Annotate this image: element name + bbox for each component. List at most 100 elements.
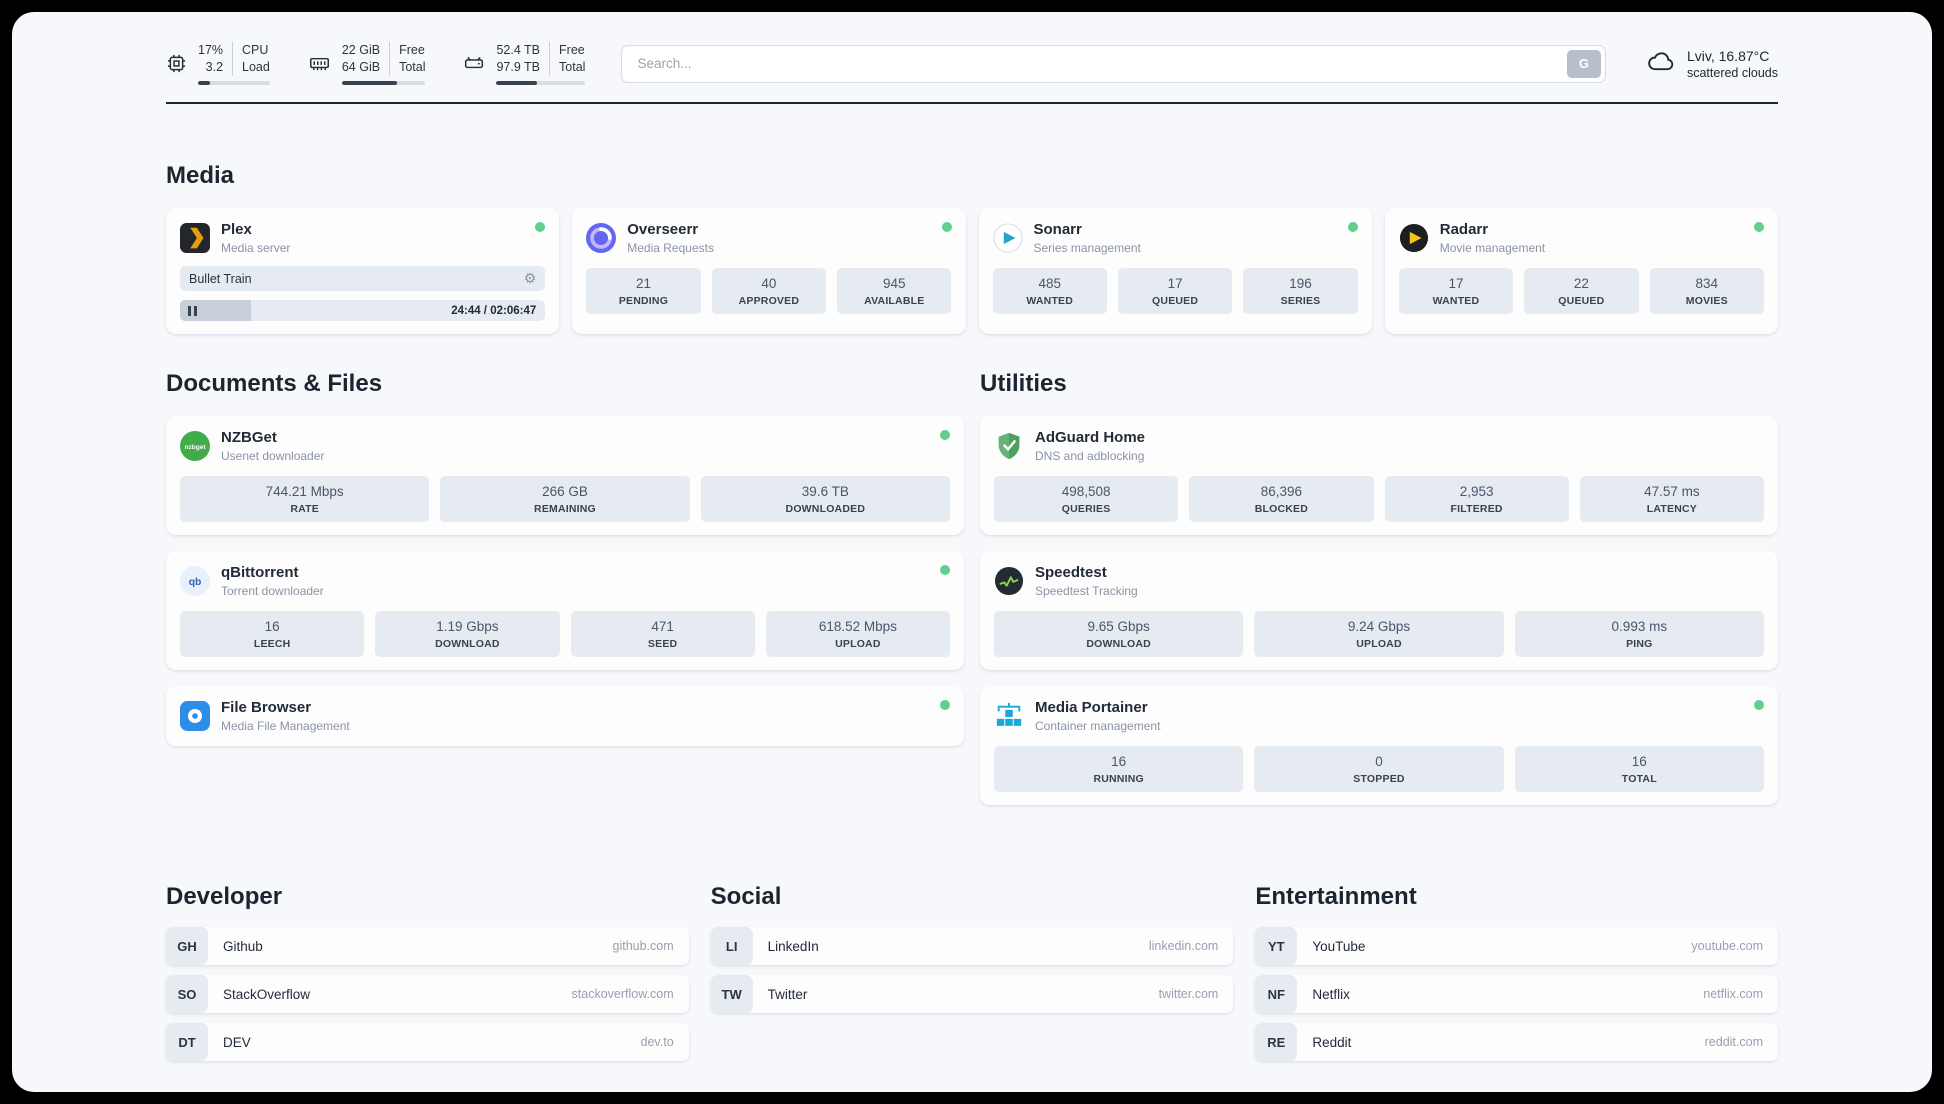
link-abbr-badge: NF	[1255, 975, 1298, 1013]
stat-stopped: 0 STOPPED	[1254, 746, 1504, 792]
memory-icon	[308, 53, 331, 74]
app-card-nzbget[interactable]: nzbget NZBGet Usenet downloader 744.21 M…	[166, 416, 964, 535]
now-playing-title: Bullet Train	[189, 271, 252, 286]
link-name: Netflix	[1312, 986, 1350, 1002]
app-subtitle: DNS and adblocking	[1035, 449, 1145, 463]
link-reddit[interactable]: RE Reddit reddit.com	[1255, 1023, 1778, 1061]
gear-icon[interactable]: ⚙	[523, 270, 537, 286]
app-name: File Browser	[221, 699, 312, 716]
link-abbr-badge: GH	[166, 927, 208, 965]
weather-condition: scattered clouds	[1686, 65, 1778, 80]
media-grid: Plex Media server Bullet Train ⚙ 24:44 /…	[166, 208, 1778, 334]
playback-progress-bar[interactable]: 24:44 / 02:06:47	[180, 300, 546, 321]
status-indicator	[940, 565, 950, 575]
overseerr-icon	[586, 223, 617, 253]
utilities-column: Utilities AdGuard Home DNS and adblockin…	[980, 370, 1778, 805]
link-github[interactable]: GH Github github.com	[166, 927, 689, 965]
stat-available: 945 AVAILABLE	[837, 268, 952, 314]
disk-widget: 52.4 TB 97.9 TB Free Total	[463, 42, 586, 85]
link-abbr-badge: RE	[1255, 1023, 1298, 1061]
cpu-widget: 17% 3.2 CPU Load	[166, 42, 270, 85]
app-name: Sonarr	[1033, 221, 1082, 238]
link-url: youtube.com	[1691, 939, 1763, 953]
link-netflix[interactable]: NF Netflix netflix.com	[1255, 975, 1778, 1013]
link-name: DEV	[223, 1034, 251, 1050]
app-card-qbittorrent[interactable]: qb qBittorrent Torrent downloader 16 LEE…	[166, 551, 964, 670]
cpu-percent: 17%	[198, 43, 224, 57]
status-indicator	[1754, 222, 1764, 232]
stat-remaining: 266 GB REMAINING	[440, 476, 690, 522]
header-divider	[166, 102, 1778, 104]
app-card-adguard[interactable]: AdGuard Home DNS and adblocking 498,508 …	[980, 416, 1778, 535]
status-indicator	[535, 222, 546, 232]
stat-series: 196 SERIES	[1243, 268, 1358, 314]
link-abbr-badge: SO	[166, 975, 208, 1013]
link-abbr-badge: YT	[1255, 927, 1298, 965]
app-subtitle: Speedtest Tracking	[1035, 584, 1138, 598]
app-subtitle: Movie management	[1439, 241, 1546, 255]
search-input[interactable]	[621, 44, 1606, 83]
link-abbr-badge: LI	[710, 927, 753, 965]
link-twitter[interactable]: TW Twitter twitter.com	[710, 975, 1234, 1013]
app-subtitle: Media File Management	[221, 719, 350, 733]
app-name: NZBGet	[221, 429, 277, 446]
link-name: Github	[223, 938, 263, 954]
section-title-social: Social	[710, 883, 782, 910]
links-entertainment: Entertainment YT YouTube youtube.com NF …	[1255, 883, 1778, 1071]
app-card-radarr[interactable]: Radarr Movie management 17 WANTED 22 QUE…	[1384, 208, 1778, 334]
link-youtube[interactable]: YT YouTube youtube.com	[1255, 927, 1778, 965]
filebrowser-icon	[180, 701, 210, 731]
link-url: stackoverflow.com	[571, 987, 674, 1001]
app-name: Media Portainer	[1035, 699, 1148, 716]
pause-icon[interactable]	[188, 305, 197, 316]
section-title-utilities: Utilities	[980, 370, 1067, 397]
app-subtitle: Container management	[1035, 719, 1161, 733]
stat-approved: 40 APPROVED	[711, 268, 827, 314]
link-url: netflix.com	[1703, 987, 1763, 1001]
stat-rate: 744.21 Mbps RATE	[180, 476, 430, 522]
stat-seed: 471 SEED	[570, 611, 755, 657]
link-abbr-badge: TW	[710, 975, 753, 1013]
playback-time: 24:44 / 02:06:47	[451, 304, 537, 317]
dashboard-page: 17% 3.2 CPU Load	[12, 12, 1932, 1092]
stat-running: 16 RUNNING	[994, 746, 1244, 792]
link-abbr-badge: DT	[166, 1023, 208, 1061]
link-stackoverflow[interactable]: SO StackOverflow stackoverflow.com	[166, 975, 689, 1013]
app-card-filebrowser[interactable]: File Browser Media File Management	[166, 686, 964, 746]
search-bar: G	[621, 44, 1606, 83]
section-title-media: Media	[166, 162, 235, 189]
stat-latency: 47.57 ms LATENCY	[1579, 476, 1764, 522]
link-dev[interactable]: DT DEV dev.to	[166, 1023, 689, 1061]
section-title-entertainment: Entertainment	[1255, 883, 1417, 910]
app-subtitle: Media Requests	[627, 241, 714, 255]
disk-total-value: 97.9 TB	[496, 60, 541, 74]
app-card-speedtest[interactable]: Speedtest Speedtest Tracking 9.65 Gbps D…	[980, 551, 1778, 670]
link-url: twitter.com	[1158, 987, 1219, 1001]
app-name: Radarr	[1439, 221, 1489, 238]
stat-upload: 618.52 Mbps UPLOAD	[765, 611, 950, 657]
app-card-overseerr[interactable]: Overseerr Media Requests 21 PENDING 40 A…	[572, 208, 966, 334]
link-linkedin[interactable]: LI LinkedIn linkedin.com	[710, 927, 1234, 965]
stat-ping: 0.993 ms PING	[1514, 611, 1764, 657]
app-name: qBittorrent	[221, 564, 299, 581]
app-card-portainer[interactable]: Media Portainer Container management 16 …	[980, 686, 1778, 805]
stat-wanted: 485 WANTED	[992, 268, 1107, 314]
link-url: reddit.com	[1704, 1035, 1763, 1049]
adguard-icon	[994, 431, 1024, 461]
stat-pending: 21 PENDING	[586, 268, 701, 314]
app-card-sonarr[interactable]: Sonarr Series management 485 WANTED 17 Q…	[978, 208, 1372, 334]
stat-queued: 17 QUEUED	[1117, 268, 1233, 314]
link-name: LinkedIn	[767, 938, 819, 954]
link-url: github.com	[612, 939, 674, 953]
svg-text:qb: qb	[189, 577, 202, 588]
cpu-load-label: Load	[242, 60, 270, 74]
app-card-plex[interactable]: Plex Media server Bullet Train ⚙ 24:44 /…	[166, 208, 560, 334]
status-indicator	[941, 222, 952, 232]
search-engine-button[interactable]: G	[1566, 49, 1601, 78]
stat-movies: 834 MOVIES	[1649, 268, 1764, 314]
portainer-icon	[994, 701, 1024, 731]
stat-downloaded: 39.6 TB DOWNLOADED	[700, 476, 950, 522]
svg-text:nzbget: nzbget	[184, 444, 206, 451]
app-name: Plex	[221, 221, 252, 238]
speedtest-icon	[994, 566, 1024, 596]
